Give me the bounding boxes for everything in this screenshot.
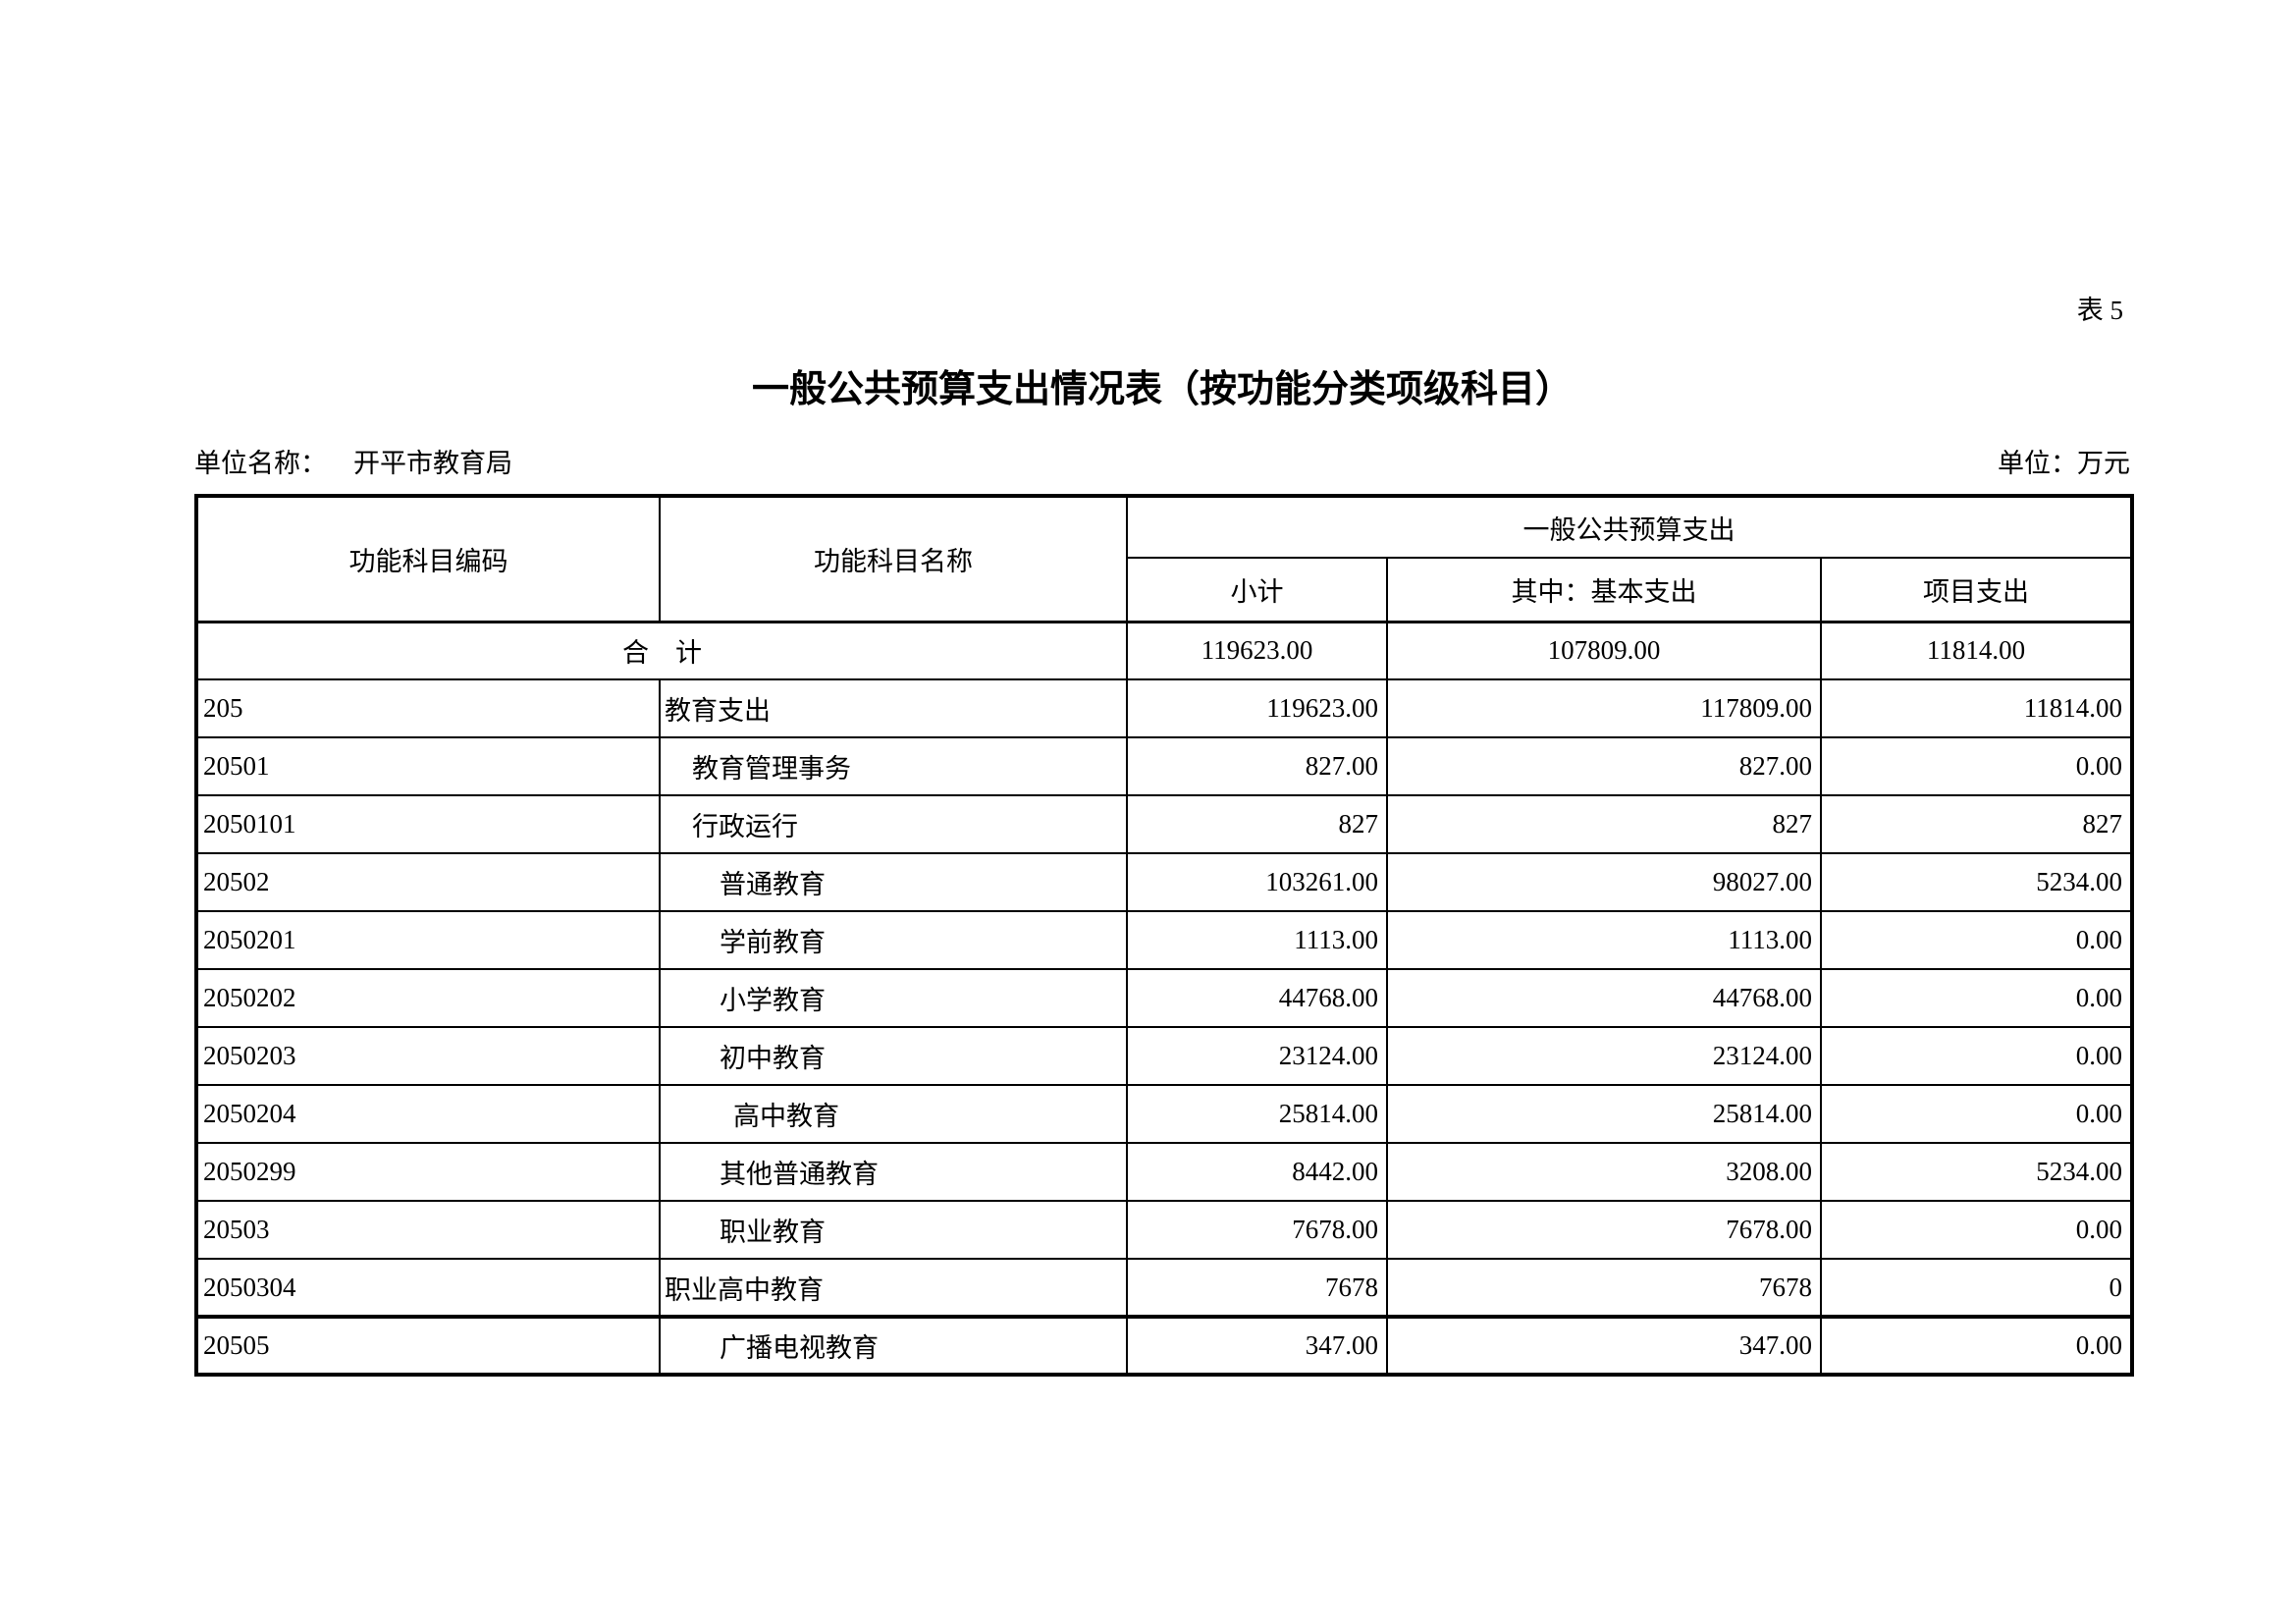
cell-code: 2050101 — [195, 794, 661, 854]
cell-name: 其他普通教育 — [659, 1142, 1128, 1202]
total-project: 11814.00 — [1820, 620, 2133, 680]
table-row: 2050204 高中教育 25814.00 25814.00 0.00 — [195, 1084, 2133, 1144]
cell-basic: 347.00 — [1386, 1316, 1822, 1376]
cell-basic: 1113.00 — [1386, 910, 1822, 970]
cell-project: 0 — [1820, 1258, 2133, 1319]
cell-code: 2050203 — [195, 1026, 661, 1086]
header-row-2: 小计 其中：基本支出 项目支出 — [196, 557, 2133, 623]
cell-basic: 44768.00 — [1386, 968, 1822, 1028]
cell-code: 2050201 — [195, 910, 661, 970]
table-row: 20503 职业教育 7678.00 7678.00 0.00 — [195, 1200, 2133, 1260]
cell-name: 广播电视教育 — [659, 1316, 1128, 1376]
cell-basic: 23124.00 — [1386, 1026, 1822, 1086]
unit-name-value: 开平市教育局 — [353, 449, 512, 478]
total-subtotal: 119623.00 — [1126, 620, 1388, 680]
cell-subtotal: 44768.00 — [1126, 968, 1388, 1028]
header-name: 功能科目名称 — [659, 495, 1128, 623]
cell-subtotal: 7678.00 — [1126, 1200, 1388, 1260]
unit-name: 单位名称： 开平市教育局 — [194, 447, 512, 480]
cell-code: 2050204 — [195, 1084, 661, 1144]
total-row: 合 计 119623.00 107809.00 11814.00 — [195, 620, 2133, 680]
page-title: 一般公共预算支出情况表（按功能分类项级科目） — [751, 369, 1573, 410]
cell-project: 0.00 — [1820, 736, 2133, 796]
table-row: 20502 普通教育 103261.00 98027.00 5234.00 — [195, 852, 2133, 912]
cell-subtotal: 347.00 — [1126, 1316, 1388, 1376]
table-body: 合 计 119623.00 107809.00 11814.00 205 教育支出… — [195, 620, 2133, 1376]
meta-row: 单位名称： 开平市教育局 单位：万元 — [194, 447, 2130, 480]
cell-subtotal: 1113.00 — [1126, 910, 1388, 970]
cell-project: 0.00 — [1820, 1316, 2133, 1376]
total-label: 合 计 — [195, 620, 1128, 680]
cell-project: 827 — [1820, 794, 2133, 854]
cell-subtotal: 827 — [1126, 794, 1388, 854]
header-basic: 其中：基本支出 — [1386, 557, 1822, 623]
table-row: 2050201 学前教育 1113.00 1113.00 0.00 — [195, 910, 2133, 970]
cell-basic: 25814.00 — [1386, 1084, 1822, 1144]
cell-code: 2050299 — [195, 1142, 661, 1202]
cell-code: 20503 — [195, 1200, 661, 1260]
table-row: 20505 广播电视教育 347.00 347.00 0.00 — [195, 1316, 2133, 1376]
cell-name: 职业教育 — [659, 1200, 1128, 1260]
cell-code: 20505 — [195, 1316, 661, 1376]
cell-basic: 98027.00 — [1386, 852, 1822, 912]
cell-code: 2050304 — [195, 1258, 661, 1319]
cell-code: 2050202 — [195, 968, 661, 1028]
cell-name: 普通教育 — [659, 852, 1128, 912]
table-header: 功能科目编码 功能科目名称 一般公共预算支出 小计 其中：基本支出 项目支出 — [195, 495, 2133, 623]
cell-project: 0.00 — [1820, 1084, 2133, 1144]
cell-name: 初中教育 — [659, 1026, 1128, 1086]
cell-basic: 7678.00 — [1386, 1200, 1822, 1260]
cell-subtotal: 827.00 — [1126, 736, 1388, 796]
cell-name: 教育支出 — [659, 678, 1128, 738]
cell-code: 205 — [195, 678, 661, 738]
cell-name: 行政运行 — [659, 794, 1128, 854]
total-basic: 107809.00 — [1386, 620, 1822, 680]
cell-project: 5234.00 — [1820, 1142, 2133, 1202]
sheet-number: 表 5 — [2076, 296, 2123, 325]
cell-name: 职业高中教育 — [659, 1258, 1128, 1319]
header-row-1: 功能科目编码 功能科目名称 一般公共预算支出 — [195, 495, 2133, 623]
budget-table: 功能科目编码 功能科目名称 一般公共预算支出 小计 其中：基本支出 项目支出 合… — [194, 494, 2134, 1377]
table-row: 2050299 其他普通教育 8442.00 3208.00 5234.00 — [195, 1142, 2133, 1202]
cell-name: 学前教育 — [659, 910, 1128, 970]
cell-project: 0.00 — [1820, 968, 2133, 1028]
cell-subtotal: 23124.00 — [1126, 1026, 1388, 1086]
table-row: 20501 教育管理事务 827.00 827.00 0.00 — [195, 736, 2133, 796]
cell-project: 0.00 — [1820, 1200, 2133, 1260]
cell-name: 教育管理事务 — [659, 736, 1128, 796]
header-group: 一般公共预算支出 — [1126, 495, 2133, 559]
cell-subtotal: 103261.00 — [1126, 852, 1388, 912]
cell-project: 0.00 — [1820, 910, 2133, 970]
header-subtotal: 小计 — [1126, 557, 1388, 623]
cell-code: 20502 — [195, 852, 661, 912]
table-row: 2050202 小学教育 44768.00 44768.00 0.00 — [195, 968, 2133, 1028]
cell-basic: 3208.00 — [1386, 1142, 1822, 1202]
cell-subtotal: 7678 — [1126, 1258, 1388, 1319]
cell-code: 20501 — [195, 736, 661, 796]
cell-project: 11814.00 — [1820, 678, 2133, 738]
cell-subtotal: 8442.00 — [1126, 1142, 1388, 1202]
cell-name: 高中教育 — [659, 1084, 1128, 1144]
cell-basic: 827 — [1386, 794, 1822, 854]
header-code: 功能科目编码 — [195, 495, 661, 623]
cell-subtotal: 119623.00 — [1126, 678, 1388, 738]
table-row: 2050101 行政运行 827 827 827 — [195, 794, 2133, 854]
unit-name-label: 单位名称： — [194, 449, 327, 478]
cell-subtotal: 25814.00 — [1126, 1084, 1388, 1144]
header-project: 项目支出 — [1820, 557, 2133, 623]
cell-basic: 827.00 — [1386, 736, 1822, 796]
table-row: 2050203 初中教育 23124.00 23124.00 0.00 — [195, 1026, 2133, 1086]
cell-project: 5234.00 — [1820, 852, 2133, 912]
unit-label: 单位：万元 — [1998, 449, 2130, 478]
table-row: 205 教育支出 119623.00 117809.00 11814.00 — [195, 678, 2133, 738]
cell-basic: 117809.00 — [1386, 678, 1822, 738]
cell-name: 小学教育 — [659, 968, 1128, 1028]
table-row: 2050304 职业高中教育 7678 7678 0 — [195, 1258, 2133, 1319]
cell-basic: 7678 — [1386, 1258, 1822, 1319]
cell-project: 0.00 — [1820, 1026, 2133, 1086]
